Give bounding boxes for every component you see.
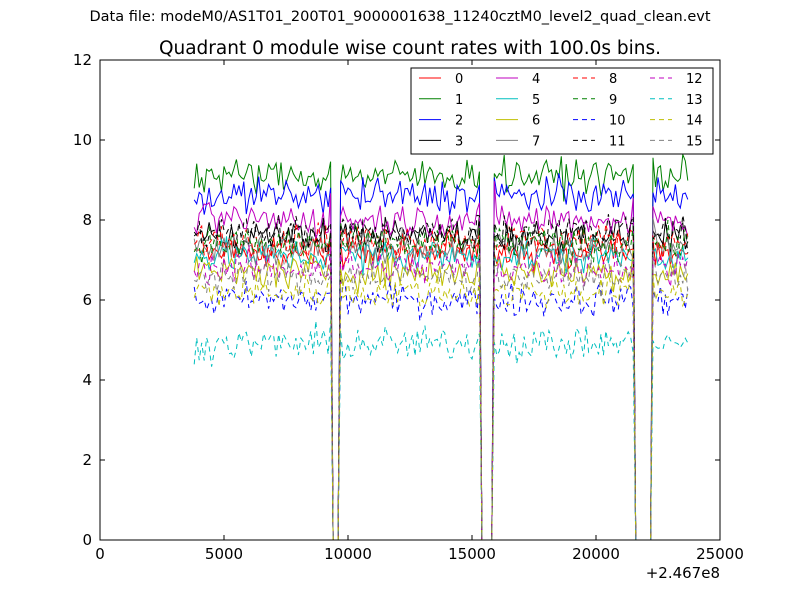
legend-label-14: 14	[686, 114, 703, 129]
legend-label-4: 4	[532, 72, 540, 87]
series-line-15	[194, 254, 689, 541]
plot-series	[193, 154, 689, 541]
x-tick-label: 0	[95, 545, 105, 563]
series-line-0	[194, 227, 688, 541]
legend-label-13: 13	[686, 93, 703, 108]
series-line-11	[193, 214, 689, 541]
series-line-5	[193, 236, 689, 541]
series-line-1	[193, 154, 689, 541]
series-line-14	[193, 269, 689, 541]
legend-label-9: 9	[609, 93, 617, 108]
legend-label-11: 11	[609, 134, 626, 149]
legend-frame	[410, 67, 714, 155]
x-tick-label: 25000	[696, 545, 744, 563]
legend-label-8: 8	[609, 72, 617, 87]
y-tick-label: 4	[82, 371, 92, 389]
series-line-8	[193, 222, 689, 541]
legend-label-7: 7	[532, 134, 540, 149]
legend-label-10: 10	[609, 114, 626, 129]
series-line-13	[193, 320, 689, 541]
y-tick-label: 6	[82, 291, 92, 309]
x-tick-label: 20000	[572, 545, 620, 563]
series-line-6	[193, 248, 689, 541]
legend-label-15: 15	[686, 134, 703, 149]
series-line-2	[193, 173, 689, 541]
x-axis: 0 5000 10000 15000 20000 25000	[95, 60, 744, 563]
legend-label-1: 1	[455, 93, 463, 108]
y-tick-label: 0	[82, 531, 92, 549]
legend-label-12: 12	[686, 72, 703, 87]
y-tick-label: 12	[73, 51, 92, 69]
legend-label-2: 2	[455, 114, 463, 129]
series-line-12	[193, 244, 689, 541]
x-tick-label: 15000	[448, 545, 496, 563]
x-tick-label: 10000	[324, 545, 372, 563]
legend-label-6: 6	[532, 114, 540, 129]
x-offset-label: +2.467e8	[646, 564, 720, 582]
legend-label-3: 3	[455, 134, 463, 149]
figure-suptitle: Data file: modeM0/AS1T01_200T01_90000016…	[89, 9, 711, 25]
series-line-10	[193, 279, 689, 541]
chart-title: Quadrant 0 module wise count rates with …	[159, 38, 661, 59]
series-line-9	[193, 220, 689, 541]
x-tick-label: 5000	[205, 545, 243, 563]
y-tick-label: 2	[82, 451, 92, 469]
y-tick-label: 10	[73, 131, 92, 149]
legend-label-5: 5	[532, 93, 540, 108]
legend-label-0: 0	[455, 72, 463, 87]
y-tick-label: 8	[82, 211, 92, 229]
